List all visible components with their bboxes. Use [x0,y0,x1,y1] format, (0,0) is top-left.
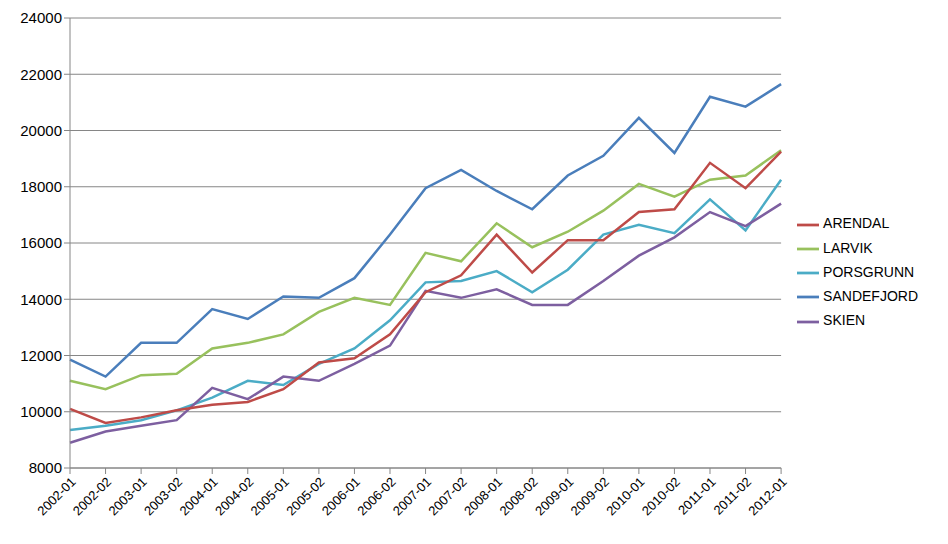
svg-text:2009-02: 2009-02 [568,474,612,518]
html-text:ARENDAL: ARENDAL [823,215,890,232]
svg-text:2003-01: 2003-01 [105,474,149,518]
html-text:LARVIK: LARVIK [823,239,873,256]
svg-text:2012-01: 2012-01 [745,474,789,518]
svg-text:10000: 10000 [20,403,62,420]
svg-text:8000: 8000 [29,459,62,476]
svg-text:2005-02: 2005-02 [283,474,327,518]
svg-text:18000: 18000 [20,178,62,195]
svg-text:2008-01: 2008-01 [461,474,505,518]
html-text:SKIEN: SKIEN [823,312,866,329]
svg-text:2005-01: 2005-01 [248,474,292,518]
svg-text:2010-01: 2010-01 [603,474,647,518]
svg-text:2002-01: 2002-01 [34,474,78,518]
svg-text:16000: 16000 [20,234,62,251]
svg-text:2003-02: 2003-02 [141,474,185,518]
svg-text:2004-01: 2004-01 [177,474,221,518]
svg-text:2008-02: 2008-02 [497,474,541,518]
html-text:SANDEFJORD: SANDEFJORD [823,288,918,305]
svg-text:2010-02: 2010-02 [639,474,683,518]
svg-text:24000: 24000 [20,9,62,26]
svg-text:2006-01: 2006-01 [319,474,363,518]
svg-text:14000: 14000 [20,291,62,308]
svg-text:2004-02: 2004-02 [212,474,256,518]
svg-text:20000: 20000 [20,122,62,139]
svg-text:22000: 22000 [20,66,62,83]
html-text:PORSGRUNN: PORSGRUNN [823,263,915,280]
svg-text:2009-01: 2009-01 [532,474,576,518]
svg-text:2007-01: 2007-01 [390,474,434,518]
svg-text:2011-01: 2011-01 [675,474,719,518]
svg-text:12000: 12000 [20,347,62,364]
svg-text:2007-02: 2007-02 [425,474,469,518]
svg-text:2006-02: 2006-02 [354,474,398,518]
svg-text:2002-02: 2002-02 [70,474,114,518]
svg-text:2011-02: 2011-02 [710,474,755,518]
